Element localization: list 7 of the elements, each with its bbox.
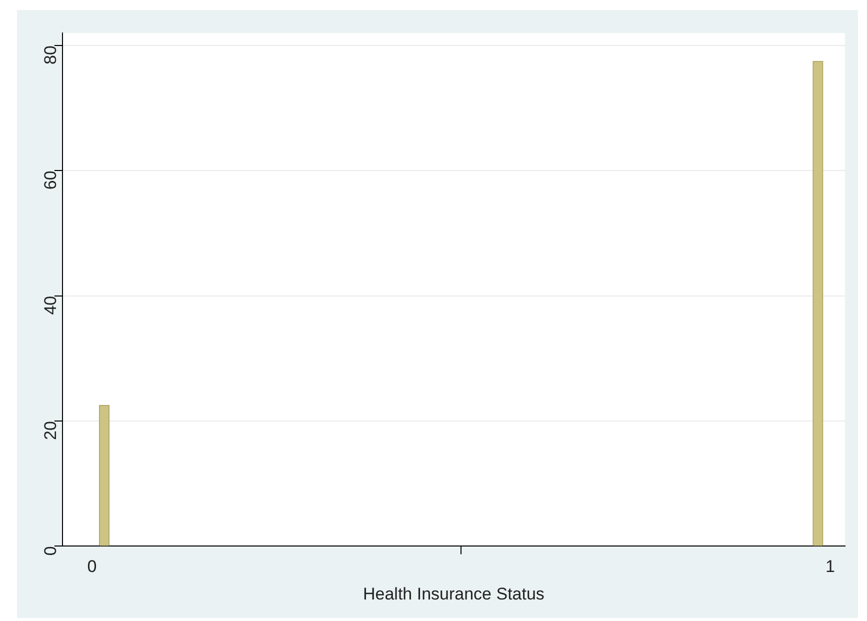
- y-tick-label: 20: [41, 421, 60, 440]
- x-tick-label: 1: [826, 557, 835, 576]
- y-tick-label: 40: [41, 296, 60, 315]
- x-axis-title: Health Insurance Status: [362, 584, 544, 604]
- y-tick-label: 0: [41, 546, 60, 556]
- y-tick-label: 80: [41, 46, 60, 64]
- y-tick-label: 60: [41, 170, 60, 190]
